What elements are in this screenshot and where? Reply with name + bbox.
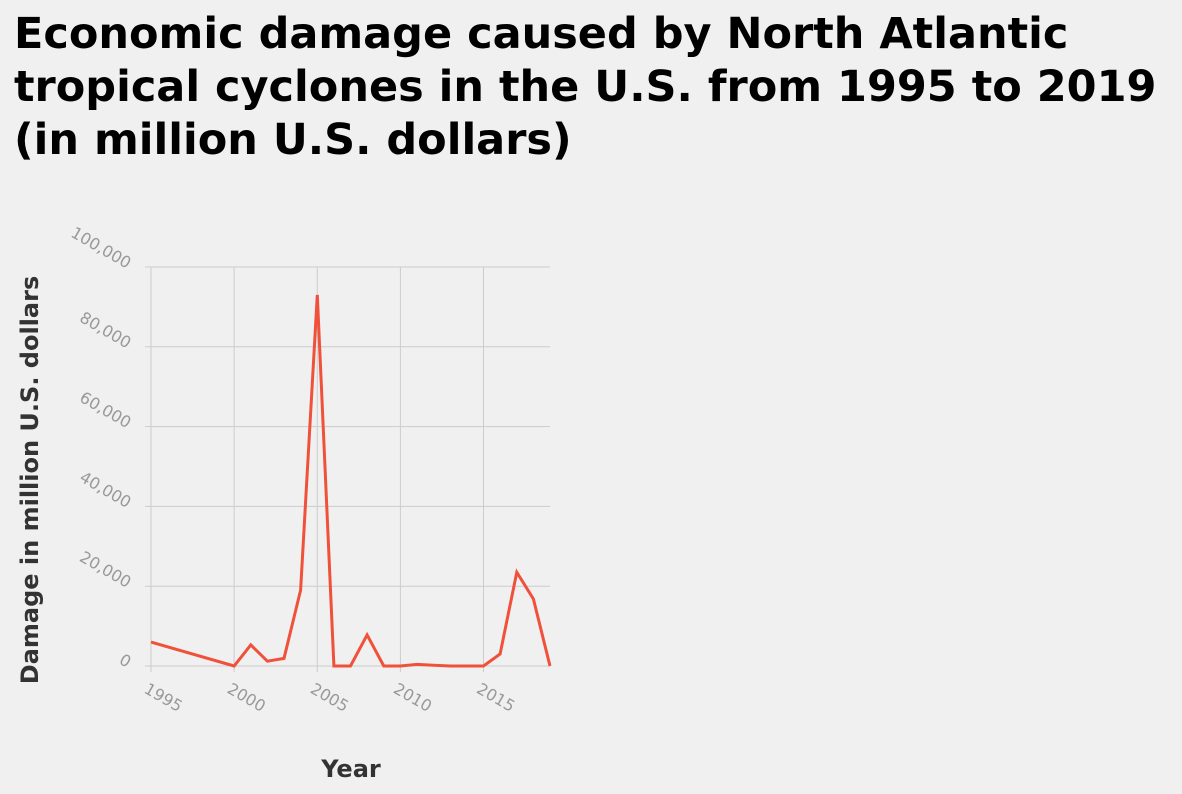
x-tick-label: 2000 bbox=[224, 679, 269, 716]
x-tick-label: 2005 bbox=[307, 679, 352, 716]
y-tick-label: 100,000 bbox=[68, 223, 135, 273]
x-axis-ticks: 1995 2000 2005 2010 2015 bbox=[141, 679, 518, 716]
y-tick-label: 0 bbox=[116, 650, 134, 672]
y-axis-title: Damage in million U.S. dollars bbox=[16, 276, 44, 684]
y-tick-label: 20,000 bbox=[77, 547, 135, 591]
grid-lines bbox=[145, 266, 550, 672]
x-axis-title: Year bbox=[320, 755, 381, 783]
y-tick-label: 40,000 bbox=[77, 467, 135, 511]
x-tick-label: 2015 bbox=[474, 679, 519, 716]
y-tick-label: 60,000 bbox=[77, 388, 135, 432]
x-tick-label: 2010 bbox=[390, 679, 435, 716]
series-group bbox=[150, 294, 552, 668]
chart-title: Economic damage caused by North Atlantic… bbox=[14, 9, 1157, 165]
y-tick-label: 80,000 bbox=[77, 308, 135, 352]
y-axis-ticks: 0 20,000 40,000 60,000 80,000 100,000 bbox=[68, 223, 135, 672]
series-line bbox=[150, 294, 552, 668]
x-tick-label: 1995 bbox=[141, 679, 186, 716]
